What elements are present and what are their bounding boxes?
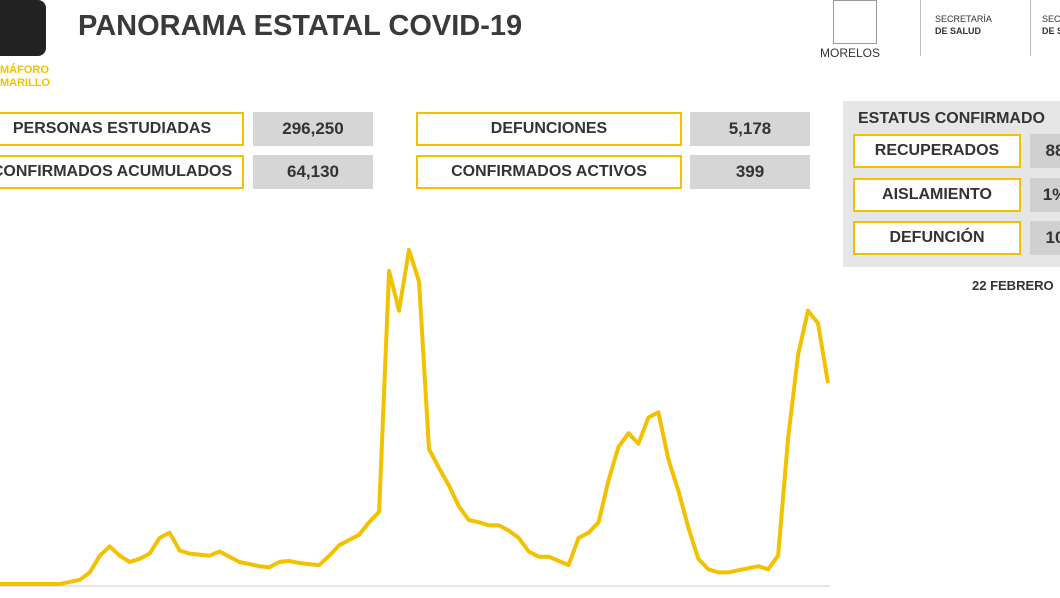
stat-value: 296,250 <box>253 112 373 146</box>
divider <box>920 0 921 56</box>
stat-value: 5,178 <box>690 112 810 146</box>
status-value: 1% <box>1030 178 1060 212</box>
status-title: ESTATUS CONFIRMADO <box>858 110 1045 127</box>
stat-value: 64,130 <box>253 155 373 189</box>
stat-value: 399 <box>690 155 810 189</box>
semaforo-text: MÁFORO <box>0 64 49 76</box>
semaforo-icon <box>0 0 46 56</box>
stat-label: PERSONAS ESTUDIADAS <box>0 112 244 146</box>
logo-text: DE S <box>1042 26 1060 36</box>
logo <box>833 0 877 44</box>
divider <box>1030 0 1031 56</box>
logo-text: DE SALUD <box>935 26 982 36</box>
stat-label: DEFUNCIONES <box>416 112 682 146</box>
line <box>0 248 830 586</box>
stat-label: CONFIRMADOS ACTIVOS <box>416 155 682 189</box>
logo-text: SECRE <box>1042 14 1060 24</box>
logo-text: MORELOS <box>820 46 881 60</box>
status-label: RECUPERADOS <box>853 134 1021 168</box>
status-value: 88 <box>1030 134 1060 168</box>
title: PANORAMA ESTATAL COVID-19 <box>78 10 523 42</box>
chart <box>0 248 830 587</box>
status-label: DEFUNCIÓN <box>853 221 1021 255</box>
stat-label: CONFIRMADOS ACUMULADOS <box>0 155 244 189</box>
status-label: AISLAMIENTO <box>853 178 1021 212</box>
status-value: 10 <box>1030 221 1060 255</box>
logo-text: SECRETARÍA <box>935 14 992 24</box>
semaforo-text: MARILLO <box>0 77 51 89</box>
date: 22 FEBRERO <box>972 278 1054 293</box>
